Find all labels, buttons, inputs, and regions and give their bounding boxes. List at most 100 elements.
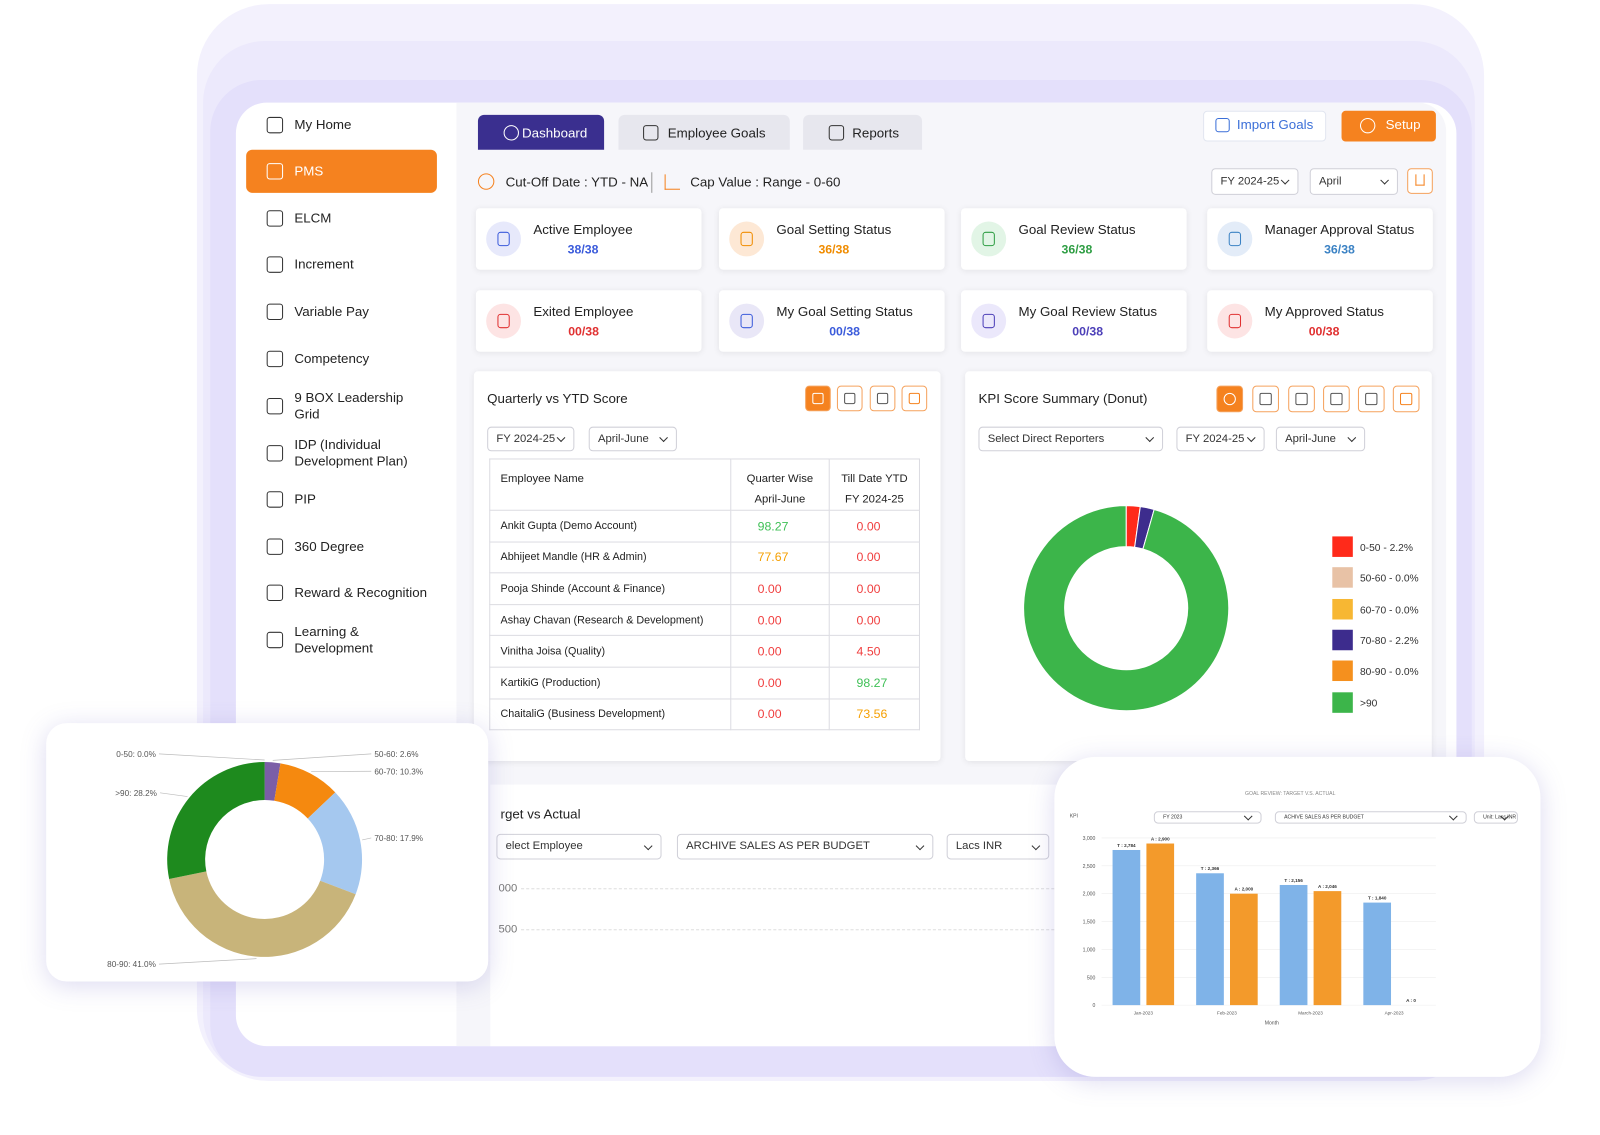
select[interactable]: FY 2023 (1153, 811, 1262, 824)
table-row: KartikiG (Production) 0.00 98.27 (489, 666, 920, 700)
menu-item[interactable]: Competency (294, 350, 370, 367)
menu-icon (266, 584, 284, 602)
menu-item[interactable]: My Home (294, 116, 352, 133)
tab[interactable] (477, 114, 605, 150)
view-glyph (1330, 392, 1343, 406)
menu-icon (266, 163, 284, 180)
view-button[interactable] (869, 385, 896, 412)
select[interactable]: FY 2024-25 (487, 426, 575, 452)
select[interactable]: ARCHIVE SALES AS PER BUDGET (676, 833, 934, 860)
grid-line (521, 888, 1055, 890)
import-button[interactable] (1203, 110, 1327, 142)
header-text: FY 2024-25 (845, 493, 904, 506)
view-glyph (876, 392, 889, 405)
menu-item[interactable]: 9 BOX Leadership Grid (294, 389, 404, 422)
menu-active-bg[interactable] (246, 149, 437, 193)
clock-icon (477, 173, 495, 190)
select[interactable]: FY 2024-25 (1176, 426, 1265, 452)
card-glyph (1228, 231, 1242, 247)
select[interactable]: elect Employee (496, 833, 662, 860)
view-glyph (1223, 392, 1236, 406)
view-glyph (908, 392, 920, 405)
select[interactable]: Unit: Lacs INR (1473, 811, 1518, 824)
menu-icon (266, 491, 284, 508)
menu-item[interactable]: ELCM (294, 210, 332, 226)
card-value: 36/38 (818, 242, 850, 257)
card-value: 00/38 (1072, 324, 1104, 339)
tab[interactable] (803, 114, 923, 150)
menu-item[interactable]: Reward & Recognition (294, 584, 428, 600)
card-label: Goal Setting Status (776, 221, 892, 237)
card-icon (486, 303, 522, 339)
score-cell: 0.00 (729, 698, 830, 731)
donut-card (46, 723, 489, 982)
select[interactable]: Select Direct Reporters (978, 426, 1164, 452)
view-button[interactable] (1357, 385, 1385, 413)
tab-label: Dashboard (522, 125, 588, 141)
download-button[interactable] (1407, 168, 1433, 194)
separator (651, 172, 653, 193)
table-row: Abhijeet Mandle (HR & Admin) 77.67 0.00 (489, 541, 920, 574)
table-row: Pooja Shinde (Account & Finance) 0.00 0.00 (489, 572, 920, 605)
menu-icon (266, 116, 284, 134)
view-button[interactable] (1323, 385, 1350, 413)
select[interactable]: ACHIVE SALES AS PER BUDGET (1274, 811, 1467, 824)
name-cell: KartikiG (Production) (489, 666, 731, 700)
card-glyph (740, 313, 753, 329)
card-value: 36/38 (1324, 242, 1355, 257)
select[interactable]: Lacs INR (946, 833, 1050, 860)
name-cell: ChaitaliG (Business Development) (489, 698, 731, 731)
name-cell: Pooja Shinde (Account & Finance) (489, 572, 731, 605)
select[interactable]: April (1309, 168, 1398, 195)
view-button[interactable] (1392, 385, 1420, 413)
card-icon (486, 221, 522, 257)
panel-title: rget vs Actual (500, 806, 581, 822)
tab[interactable] (618, 114, 790, 150)
cap-icon (664, 174, 680, 190)
menu-item[interactable]: PIP (294, 491, 316, 507)
cap-text: Cap Value : Range - 0-60 (690, 174, 841, 190)
score-cell: 0.00 (729, 603, 830, 637)
score-cell: 0.00 (828, 572, 920, 605)
select[interactable]: April-June (588, 426, 677, 452)
menu-icon (266, 631, 284, 649)
setup-label: Setup (1385, 116, 1421, 133)
bar-card (1054, 756, 1541, 1077)
name-cell: Ankit Gupta (Demo Account) (489, 509, 731, 543)
select[interactable]: April-June (1275, 426, 1366, 452)
view-button[interactable] (1288, 385, 1315, 413)
menu-item[interactable]: 360 Degree (294, 538, 365, 554)
table-row: Ashay Chavan (Research & Development) 0.0… (489, 603, 920, 637)
card-icon (729, 221, 765, 257)
view-button[interactable] (805, 385, 831, 412)
menu-item[interactable]: Variable Pay (294, 303, 369, 319)
header-cell: Till Date YTD FY 2024-25 (828, 458, 920, 511)
axis-label: 500 (498, 923, 518, 936)
view-button[interactable] (1252, 385, 1279, 413)
select[interactable]: FY 2024-25 (1211, 168, 1299, 195)
card-value: 00/38 (1308, 324, 1340, 339)
menu-icon (266, 445, 284, 462)
view-glyph (1365, 392, 1378, 406)
tab-label: Reports (852, 125, 900, 141)
card-icon (729, 303, 765, 339)
score-cell: 0.00 (828, 509, 920, 543)
score-table: Employee Name Quarter Wise April-June Till … (489, 458, 920, 731)
view-glyph (1399, 392, 1413, 406)
name-cell: Vinitha Joisa (Quality) (489, 635, 731, 668)
view-button[interactable] (901, 385, 928, 412)
menu-item[interactable]: Learning & Development (294, 623, 373, 656)
cut-off-text: Cut-Off Date : YTD - NA (505, 174, 649, 190)
score-cell: 4.50 (828, 635, 920, 668)
menu-item[interactable]: IDP (Individual Development Plan) (294, 436, 408, 469)
panel-title: KPI Score Summary (Donut) (978, 390, 1148, 407)
card-icon (1217, 221, 1253, 257)
menu-item[interactable]: Increment (294, 256, 354, 272)
view-button[interactable] (836, 385, 863, 412)
menu-item[interactable]: PMS (294, 163, 324, 179)
setup-button[interactable] (1341, 110, 1436, 142)
card-icon (971, 303, 1007, 339)
view-glyph (812, 392, 824, 405)
card-glyph (497, 313, 510, 329)
score-cell: 0.00 (729, 666, 830, 700)
